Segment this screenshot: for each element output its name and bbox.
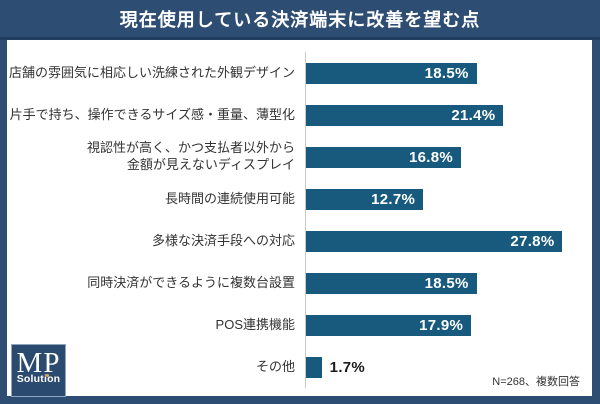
category-label: その他 [255,358,295,374]
value-label: 18.5% [424,64,469,82]
bar: 18.5% [306,62,477,84]
chart-rows: 店舗の雰囲気に相応しい洗練された外観デザイン 18.5% 片手で持ち、操作できるサイ… [7,52,592,388]
bar: 16.8% [306,146,461,168]
value-label: 12.7% [371,190,416,208]
logo-solution-text: Solution [16,373,61,385]
chart-row: 視認性が高く、かつ支払者以外から 金額が見えないディスプレイ 16.8% [7,136,592,178]
bar-area: 27.8% [305,220,592,262]
chart-panel: 店舗の雰囲気に相応しい洗練された外観デザイン 18.5% 片手で持ち、操作できるサイ… [7,40,592,397]
bar-area: 16.8% [305,136,592,178]
bar: 21.4% [306,104,504,126]
chart-header: 現在使用している決済端末に改善を望む点 [0,0,600,40]
chart-row: 店舗の雰囲気に相応しい洗練された外観デザイン 18.5% [7,52,592,94]
chart-row: その他 1.7% [7,346,592,388]
chart-row: 同時決済ができるように複数台設置 18.5% [7,262,592,304]
category-label: 片手で持ち、操作できるサイズ感・重量、薄型化 [9,106,295,122]
category-label: 同時決済ができるように複数台設置 [87,274,295,290]
bar-area: 18.5% [305,52,592,94]
category-label: 長時間の連続使用可能 [164,190,295,206]
bar: 18.5% [306,272,477,294]
bar-area: 1.7% [305,346,592,388]
sample-size-note: N=268、複数回答 [492,376,580,388]
value-label: 1.7% [329,358,366,376]
bar: 12.7% [306,188,424,210]
mp-solution-logo: MP Solution [11,344,66,397]
chart-row: 片手で持ち、操作できるサイズ感・重量、薄型化 21.4% [7,94,592,136]
value-label: 16.8% [408,148,453,166]
bar-area: 12.7% [305,178,592,220]
logo-i-dot [45,374,49,377]
value-label: 18.5% [424,274,469,292]
value-label: 27.8% [510,232,555,250]
category-label: 店舗の雰囲気に相応しい洗練された外観デザイン [8,64,295,80]
chart-row: 長時間の連続使用可能 12.7% [7,178,592,220]
bar: 27.8% [306,230,563,252]
bar-area: 21.4% [305,94,592,136]
logo-mp-text: MP [16,347,61,379]
category-label: POS連携機能 [215,316,295,332]
bar-area: 18.5% [305,262,592,304]
value-label: 21.4% [451,106,496,124]
bar [306,356,322,378]
category-label: 多様な決済手段への対応 [151,232,295,248]
value-label: 17.9% [419,316,464,334]
page-title: 現在使用している決済端末に改善を望む点 [119,9,481,30]
bar-area: 17.9% [305,304,592,346]
category-label: 視認性が高く、かつ支払者以外から 金額が見えないディスプレイ [86,140,295,172]
bar: 17.9% [306,314,472,336]
chart-row: POS連携機能 17.9% [7,304,592,346]
chart-row: 多様な決済手段への対応 27.8% [7,220,592,262]
